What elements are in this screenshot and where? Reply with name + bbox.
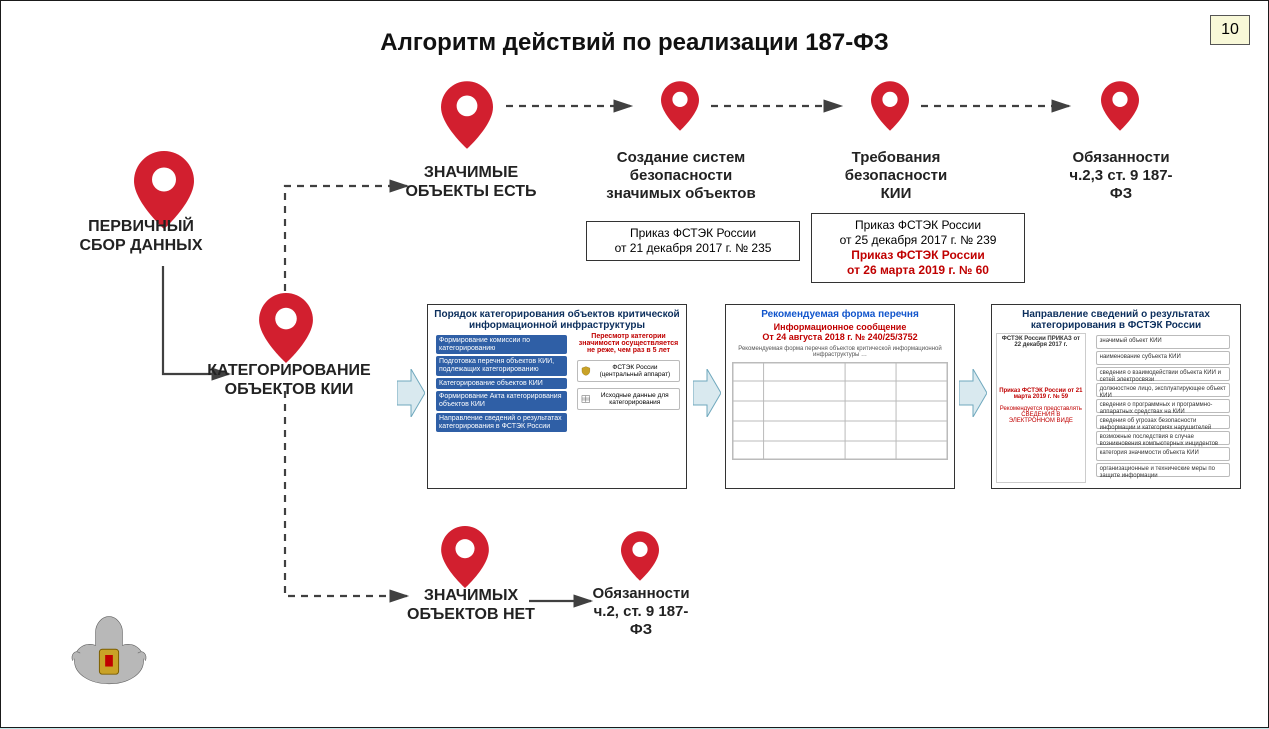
pin-significant-yes (441, 81, 493, 149)
doc1-header: Порядок категорирования объектов критиче… (428, 305, 686, 333)
pin-requirements (871, 81, 909, 131)
doc1-step: Формирование комиссии по категорированию (436, 335, 567, 354)
label-significant-no: ЗНАЧИМЫХОБЪЕКТОВ НЕТ (381, 586, 561, 624)
doc-panel-submit: Направление сведений о результатах катег… (991, 304, 1241, 489)
doc3-left-red: Приказ ФСТЭК России от 21 марта 2019 г. … (999, 388, 1083, 400)
shield-icon (581, 364, 591, 378)
doc-panel-form: Рекомендуемая форма перечня Информационн… (725, 304, 955, 489)
doc1-right-2-text: Исходные данные для категорирования (594, 392, 676, 406)
doc2-subred: Информационное сообщениеОт 24 августа 20… (726, 322, 954, 342)
doc3-row: организационные и технические меры по за… (1096, 463, 1230, 477)
doc1-subred: Пересмотр категории значимости осуществл… (575, 333, 682, 354)
doc-panel-order: Порядок категорирования объектов критиче… (427, 304, 687, 489)
pin-significant-no (441, 526, 489, 588)
pin-obligations-2 (621, 531, 659, 581)
doc3-row: категория значимости объекта КИИ (1096, 447, 1230, 461)
doc2-header: Рекомендуемая форма перечня (726, 305, 954, 322)
table-icon (581, 392, 591, 406)
doc1-step: Категорирование объектов КИИ (436, 378, 567, 390)
big-arrow-3 (959, 369, 985, 413)
law-box-239-60: Приказ ФСТЭК Россииот 25 декабря 2017 г.… (811, 213, 1025, 283)
doc1-right-1: ФСТЭК России (центральный аппарат) (577, 360, 680, 382)
big-arrow-1 (397, 369, 423, 413)
doc3-row: сведения о взаимодействии объекта КИИ и … (1096, 367, 1230, 381)
doc1-right-2: Исходные данные для категорирования (577, 388, 680, 410)
state-emblem-icon (59, 607, 159, 703)
slide: 10 Алгоритм действий по реализации 187-Ф… (0, 0, 1269, 728)
doc3-left-foot: Рекомендуется представлять СВЕДЕНИЯ В ЭЛ… (999, 406, 1083, 424)
label-significant-yes: ЗНАЧИМЫЕОБЪЕКТЫ ЕСТЬ (381, 163, 561, 201)
doc1-step: Формирование Акта категорирования объект… (436, 391, 567, 410)
doc3-row: сведения об угрозах безопасности информа… (1096, 415, 1230, 429)
slide-title: Алгоритм действий по реализации 187-ФЗ (1, 29, 1268, 57)
label-primary-data: ПЕРВИЧНЫЙСБОР ДАННЫХ (51, 217, 231, 255)
pin-categorization (259, 293, 313, 363)
doc3-left-caption: ФСТЭК России ПРИКАЗ от 22 декабря 2017 г… (999, 336, 1083, 348)
label-obligations-2: Обязанностич.2, ст. 9 187-ФЗ (566, 585, 716, 639)
doc3-row: возможные последствия в случае возникнов… (1096, 431, 1230, 445)
law-box-239-text: Приказ ФСТЭК Россииот 25 декабря 2017 г.… (840, 218, 997, 247)
law-box-235-text: Приказ ФСТЭК Россииот 21 декабря 2017 г.… (615, 226, 772, 255)
doc1-step: Направление сведений о результатах катег… (436, 413, 567, 432)
doc2-table-placeholder (732, 362, 948, 460)
big-arrow-2 (693, 369, 719, 413)
doc3-row: должностное лицо, эксплуатирующее объект… (1096, 383, 1230, 397)
pin-create-security (661, 81, 699, 131)
label-categorization: КАТЕГОРИРОВАНИЕОБЪЕКТОВ КИИ (189, 361, 389, 399)
doc3-row: сведения о программных и программно-аппа… (1096, 399, 1230, 413)
doc3-row: значимый объект КИИ (1096, 335, 1230, 349)
label-requirements: ТребованиябезопасностиКИИ (801, 149, 991, 203)
law-box-60-red: Приказ ФСТЭК Россииот 26 марта 2019 г. №… (847, 248, 989, 277)
pin-obligations-23 (1101, 81, 1139, 131)
label-create-security: Создание систембезопасностизначимых объе… (576, 149, 786, 203)
label-obligations-23: Обязанностич.2,3 ст. 9 187-ФЗ (1031, 149, 1211, 203)
doc1-step: Подготовка перечня объектов КИИ, подлежа… (436, 356, 567, 375)
doc1-right-1-text: ФСТЭК России (центральный аппарат) (594, 364, 676, 378)
law-box-235: Приказ ФСТЭК Россииот 21 декабря 2017 г.… (586, 221, 800, 261)
doc3-header: Направление сведений о результатах катег… (992, 305, 1240, 333)
doc2-body: Рекомендуемая форма перечня объектов кри… (726, 342, 954, 358)
doc3-row: наименование субъекта КИИ (1096, 351, 1230, 365)
